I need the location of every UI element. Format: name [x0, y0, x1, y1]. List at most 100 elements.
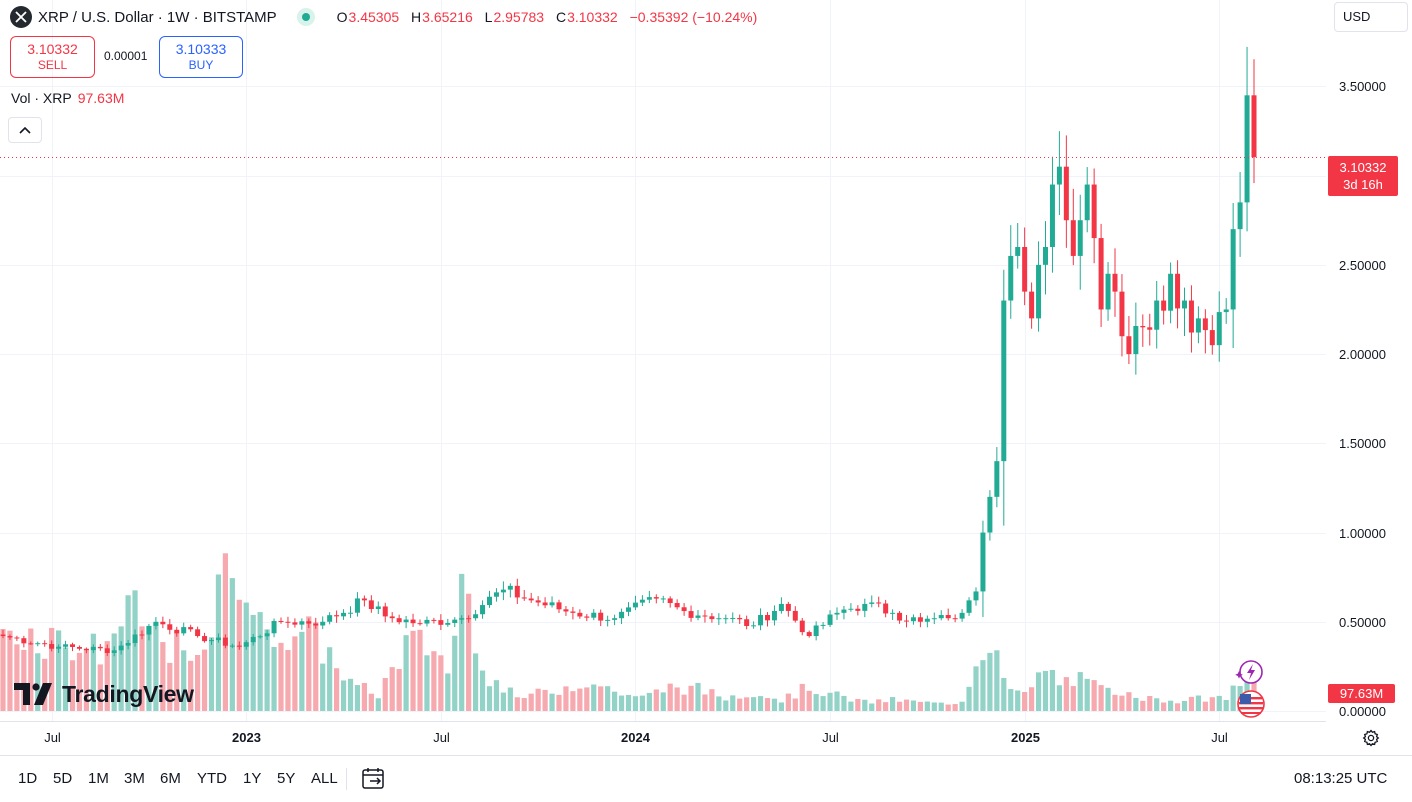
timeframe-ytd-button[interactable]: YTD — [197, 770, 227, 787]
candle-body — [250, 636, 256, 643]
volume-bar — [340, 680, 347, 711]
volume-bar — [862, 699, 868, 711]
candle-body — [215, 637, 221, 641]
ohlc-high-key: H — [411, 9, 422, 25]
candle-body — [959, 612, 965, 619]
candle-body — [542, 602, 548, 606]
volume-bar — [1223, 699, 1229, 711]
candle-body — [1168, 273, 1174, 311]
volume-bar — [771, 698, 778, 711]
candle-body — [202, 636, 208, 642]
candle-body — [869, 602, 875, 604]
volume-bar — [1119, 695, 1125, 711]
candle-body — [820, 624, 826, 626]
volume-bar — [146, 626, 152, 711]
volume-bar — [382, 678, 388, 711]
volume-bar — [1008, 689, 1014, 711]
volume-bar — [535, 688, 541, 711]
volume-bar — [1035, 672, 1042, 711]
watermark-text: TradingView — [62, 680, 194, 707]
candle-body — [716, 618, 722, 620]
volume-bar — [507, 687, 513, 711]
volume-bar — [1042, 670, 1049, 711]
ohlc-low-value: 2.95783 — [493, 9, 545, 25]
price-chart[interactable] — [0, 0, 1412, 755]
candle-body — [917, 617, 923, 622]
volume-bar — [973, 666, 979, 711]
candle-body — [111, 650, 117, 653]
volume-bar — [987, 652, 993, 711]
timeframe-3m-button[interactable]: 3M — [124, 770, 145, 787]
volume-bar — [396, 669, 402, 711]
candle-body — [21, 638, 27, 644]
timeframe-6m-button[interactable]: 6M — [160, 770, 181, 787]
candle-body — [1133, 326, 1139, 355]
volume-bar — [841, 695, 847, 711]
lightning-event-icon[interactable] — [1234, 658, 1264, 686]
ohlc-close-key: C — [555, 9, 567, 25]
time-tick-label: Jul — [1211, 730, 1228, 745]
candle-body — [452, 619, 458, 624]
collapse-legend-button[interactable] — [8, 117, 42, 143]
volume-bar — [90, 633, 96, 711]
market-status-icon[interactable] — [296, 8, 315, 26]
candle-body — [890, 612, 896, 614]
event-markers[interactable] — [1230, 658, 1274, 722]
timeframe-5y-button[interactable]: 5Y — [277, 770, 296, 787]
calendar-range-icon[interactable] — [361, 766, 387, 792]
candle-body — [1008, 255, 1014, 301]
volume-legend[interactable]: Vol · XRP 97.63M — [11, 90, 124, 106]
volume-bar — [1112, 694, 1118, 711]
volume-bar — [549, 693, 555, 711]
volume-bar — [125, 595, 131, 711]
candle-body — [639, 599, 645, 603]
volume-bar — [431, 651, 437, 711]
timeframe-all-button[interactable]: ALL — [311, 770, 338, 787]
candle-body — [1202, 318, 1208, 331]
candle-body — [195, 629, 201, 637]
volume-bar — [688, 685, 694, 711]
sell-button[interactable]: 3.10332 SELL — [10, 36, 95, 78]
timeframe-1y-button[interactable]: 1Y — [243, 770, 262, 787]
candle-body — [76, 646, 82, 649]
volume-bar — [104, 641, 110, 711]
candle-body — [285, 621, 291, 623]
us-flag-icon[interactable] — [1236, 689, 1266, 719]
candle-body — [334, 615, 340, 617]
timeframe-1m-button[interactable]: 1M — [88, 770, 109, 787]
timeframe-1d-button[interactable]: 1D — [18, 770, 38, 787]
gear-icon[interactable] — [1361, 728, 1381, 748]
timeframe-5d-button[interactable]: 5D — [53, 770, 73, 787]
candle-body — [1022, 247, 1028, 292]
volume-bar — [452, 635, 458, 711]
candle-body — [403, 619, 409, 623]
volume-bar — [591, 684, 597, 711]
volume-bar — [730, 695, 736, 711]
volume-bar — [521, 698, 527, 711]
volume-bar — [167, 662, 173, 711]
volume-bar — [1070, 686, 1076, 711]
symbol-title[interactable]: XRP / U.S. Dollar · 1W · BITSTAMP — [38, 8, 277, 26]
volume-bar — [438, 655, 444, 711]
volume-bar — [215, 574, 222, 711]
time-tick-label: Jul — [822, 730, 839, 745]
candle-body — [514, 585, 520, 598]
candle-body — [1175, 273, 1181, 309]
candle-body — [695, 615, 701, 618]
candle-body — [271, 620, 277, 634]
volume-bar — [646, 692, 652, 711]
candle-body — [327, 615, 333, 622]
buy-button[interactable]: 3.10333 BUY — [159, 36, 243, 78]
candle-body — [987, 496, 993, 533]
candle-body — [619, 611, 625, 619]
tradingview-watermark[interactable]: TradingView — [14, 681, 194, 707]
candle-body — [980, 532, 986, 592]
candle-body — [417, 623, 423, 625]
candle-body — [480, 605, 486, 615]
tradingview-logo-icon — [14, 683, 52, 705]
utc-clock[interactable]: 08:13:25 UTC — [1294, 770, 1388, 787]
candle-body — [313, 623, 319, 626]
candle-body — [348, 612, 353, 614]
currency-selector[interactable]: USD — [1334, 2, 1408, 32]
candle-body — [751, 625, 757, 627]
